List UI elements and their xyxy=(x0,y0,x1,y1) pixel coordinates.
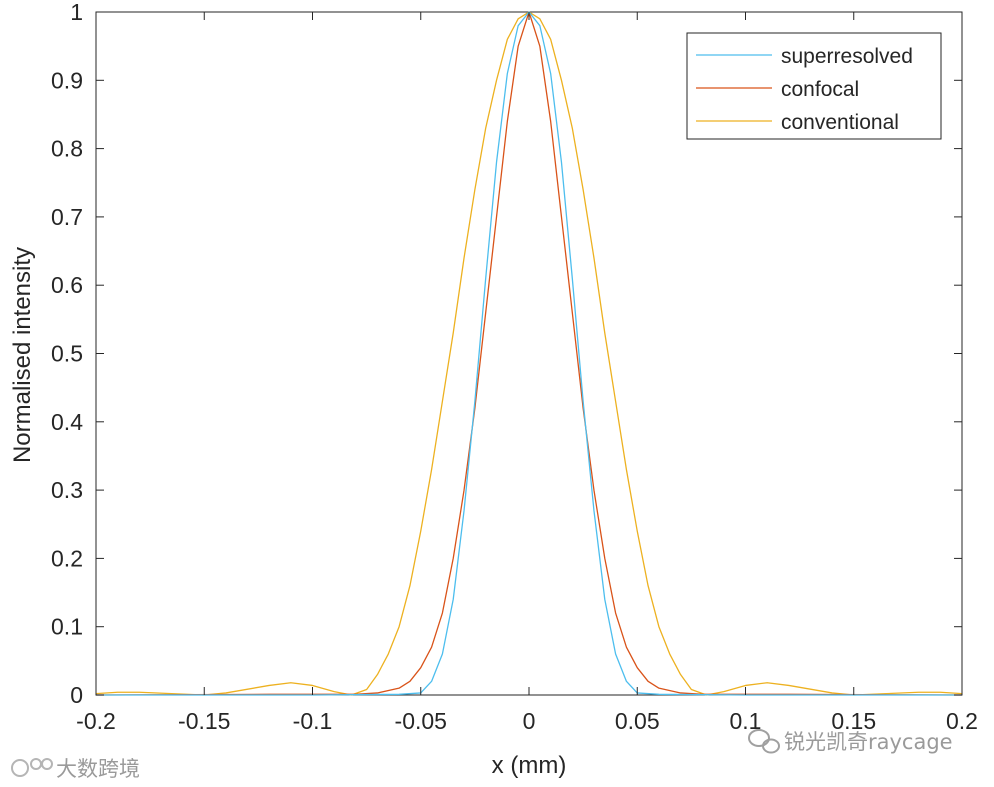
watermark-right-text: 锐光凯奇raycage xyxy=(784,730,953,754)
x-tick-label: -0.05 xyxy=(395,708,447,734)
watermark-left-logo xyxy=(11,758,53,777)
x-tick-label: -0.15 xyxy=(178,708,230,734)
y-tick-label: 0.5 xyxy=(51,341,83,367)
watermark-left: 大数跨境 xyxy=(11,757,140,781)
y-tick-label: 0.1 xyxy=(51,614,83,640)
x-tick-label: -0.1 xyxy=(293,708,333,734)
legend-label-superresolved: superresolved xyxy=(781,45,913,68)
y-tick-label: 0.9 xyxy=(51,67,83,93)
y-tick-label: 0 xyxy=(70,682,83,708)
y-axis-label: Normalised intensity xyxy=(9,247,36,463)
y-tick-label: 0.2 xyxy=(51,545,83,571)
legend-label-confocal: confocal xyxy=(781,78,859,101)
ticks-layer: -0.2 -0.15 -0.1 -0.05 0 0.05 0.1 0.15 0.200.10.2… xyxy=(51,0,978,734)
y-tick-label: 0.7 xyxy=(51,204,83,230)
y-tick-label: 0.8 xyxy=(51,136,83,162)
y-tick-label: 0.3 xyxy=(51,477,83,503)
y-tick-label: 0.4 xyxy=(51,409,83,435)
x-tick-label: 0.15 xyxy=(831,708,876,734)
wechat-icon xyxy=(748,729,780,754)
x-tick-label: 0 xyxy=(523,708,536,734)
legend-label-conventional: conventional xyxy=(781,111,899,134)
legend: superresolved confocal conventional xyxy=(686,32,942,140)
x-tick-label: -0.2 xyxy=(76,708,116,734)
watermark-right: 锐光凯奇raycage xyxy=(748,729,953,754)
x-axis-label: x (mm) xyxy=(492,752,567,779)
y-tick-label: 1 xyxy=(70,0,83,25)
y-tick-label: 0.6 xyxy=(51,272,83,298)
x-tick-label: 0.2 xyxy=(946,708,978,734)
x-tick-label: 0.05 xyxy=(615,708,660,734)
watermark-left-text: 大数跨境 xyxy=(56,757,140,781)
